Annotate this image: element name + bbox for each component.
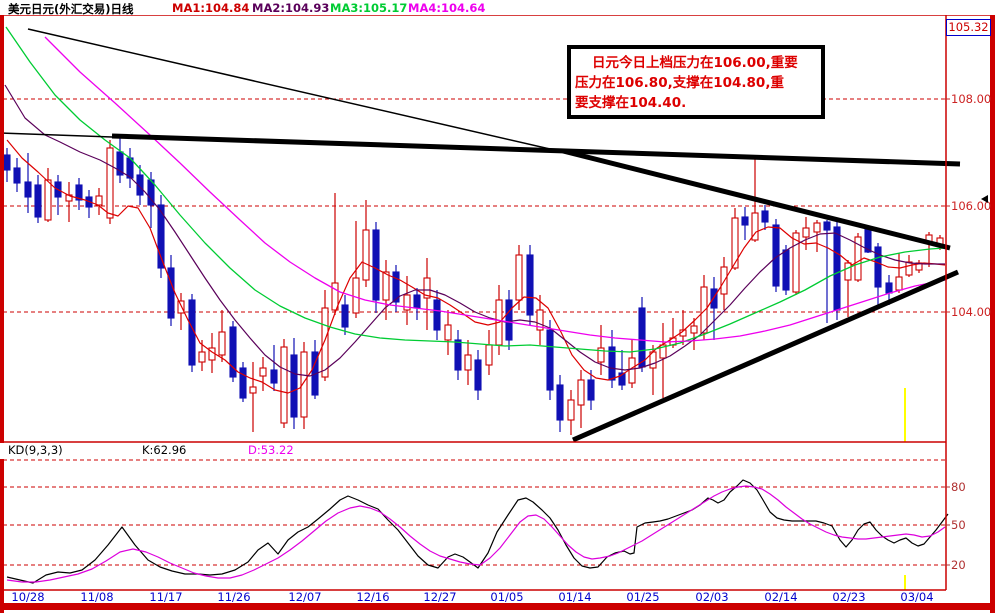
title-bar: 美元日元(外汇交易)日线 MA1:104.84 MA2:104.93 MA3:1… bbox=[0, 0, 995, 16]
k_line-line bbox=[6, 479, 949, 584]
ma2-value-label: MA2:104.93 bbox=[252, 1, 330, 15]
svg-text:106.00: 106.00 bbox=[951, 199, 991, 213]
axis-arrow-icon[interactable] bbox=[981, 195, 988, 203]
ma4-line bbox=[44, 36, 946, 343]
svg-text:50: 50 bbox=[951, 518, 966, 532]
date-label: 12/07 bbox=[288, 590, 321, 604]
date-axis-labels: 10/28 11/08 11/17 11/26 12/07 12/16 12/27 01/05… bbox=[11, 590, 933, 604]
kd-params-label: KD(9,3,3) bbox=[8, 443, 63, 457]
price-axis-labels: 108.00 106.00 104.00 bbox=[944, 92, 991, 319]
kd-indicator-header: KD(9,3,3) K:62.96 D:53.22 bbox=[0, 443, 940, 459]
d_line-line bbox=[6, 485, 946, 583]
analysis-note-line: 压力在106.80,支撑在104.80,重 bbox=[575, 75, 784, 91]
ma3-line bbox=[5, 26, 946, 353]
date-label: 02/03 bbox=[695, 590, 728, 604]
kd-gridlines bbox=[3, 459, 946, 566]
ma1-line bbox=[6, 139, 946, 394]
kd-axis-labels: 80 50 20 bbox=[944, 480, 966, 572]
date-label: 01/14 bbox=[558, 590, 591, 604]
svg-text:108.00: 108.00 bbox=[951, 92, 991, 106]
analysis-note-line: 要支撑在104.40. bbox=[575, 95, 687, 111]
date-label: 10/28 bbox=[11, 590, 44, 604]
date-label: 11/17 bbox=[149, 590, 182, 604]
svg-text:80: 80 bbox=[951, 480, 966, 494]
trendlines bbox=[0, 28, 961, 443]
date-label: 03/04 bbox=[900, 590, 933, 604]
svg-text:20: 20 bbox=[951, 558, 966, 572]
date-label: 01/25 bbox=[626, 590, 659, 604]
date-label: 02/23 bbox=[832, 590, 865, 604]
analysis-note-line: 日元今日上档压力在106.00,重要 bbox=[592, 55, 798, 71]
analysis-note-box: 日元今日上档压力在106.00,重要 压力在106.80,支撑在104.80,重… bbox=[567, 45, 825, 119]
kd-k-value: K:62.96 bbox=[142, 443, 187, 457]
ma2-line bbox=[4, 84, 945, 377]
ma4-value-label: MA4:104.64 bbox=[408, 1, 486, 15]
date-label: 11/26 bbox=[217, 590, 250, 604]
ma1-value-label: MA1:104.84 bbox=[172, 1, 250, 15]
date-label: 01/05 bbox=[490, 590, 523, 604]
candlesticks bbox=[3, 137, 944, 435]
frame-lines bbox=[0, 14, 990, 591]
kd-d-value: D:53.22 bbox=[248, 443, 294, 457]
window-title: 美元日元(外汇交易)日线 bbox=[8, 2, 134, 16]
date-label: 12/16 bbox=[356, 590, 389, 604]
date-label: 02/14 bbox=[764, 590, 797, 604]
date-label: 12/27 bbox=[423, 590, 456, 604]
ma3-value-label: MA3:105.17 bbox=[330, 1, 408, 15]
last-price-box: 105.32 bbox=[946, 19, 991, 36]
svg-text:104.00: 104.00 bbox=[951, 305, 991, 319]
date-label: 11/08 bbox=[80, 590, 113, 604]
